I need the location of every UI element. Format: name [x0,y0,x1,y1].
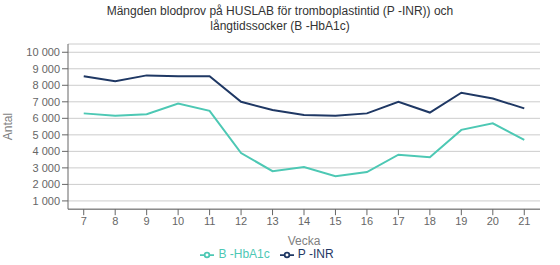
svg-text:17: 17 [392,215,404,227]
svg-text:7: 7 [81,215,87,227]
html-text:P -INR: P -INR [297,247,334,262]
svg-text:5 000: 5 000 [32,129,60,141]
svg-text:6 000: 6 000 [32,112,60,124]
svg-text:11: 11 [204,215,215,227]
svg-text:4 000: 4 000 [32,145,60,157]
svg-text:2 000: 2 000 [32,178,60,190]
svg-text:8: 8 [112,215,118,227]
svg-text:1 000: 1 000 [32,195,60,207]
svg-text:7 000: 7 000 [32,96,60,108]
html-text:Mängden blodprov på HUSLAB för: Mängden blodprov på HUSLAB för trombopla… [106,4,454,18]
svg-text:3 000: 3 000 [32,162,60,174]
svg-text:15: 15 [329,215,341,227]
svg-text:12: 12 [235,215,247,227]
svg-text:18: 18 [424,215,436,227]
svg-text:13: 13 [266,215,278,227]
svg-text:8 000: 8 000 [32,79,60,91]
svg-text:16: 16 [361,215,373,227]
svg-text:9: 9 [144,215,150,227]
svg-text:14: 14 [298,215,310,227]
svg-text:9 000: 9 000 [32,63,60,75]
svg-text:10: 10 [172,215,184,227]
svg-text:Antal: Antal [1,113,15,140]
svg-text:10 000: 10 000 [26,46,60,58]
svg-text:Vecka: Vecka [288,234,321,248]
svg-text:19: 19 [455,215,467,227]
svg-text:20: 20 [487,215,499,227]
html-text:B -HbA1c: B -HbA1c [218,247,270,262]
svg-text:21: 21 [518,215,530,227]
html-text:långtidssocker (B -HbA1c): långtidssocker (B -HbA1c) [210,19,350,33]
